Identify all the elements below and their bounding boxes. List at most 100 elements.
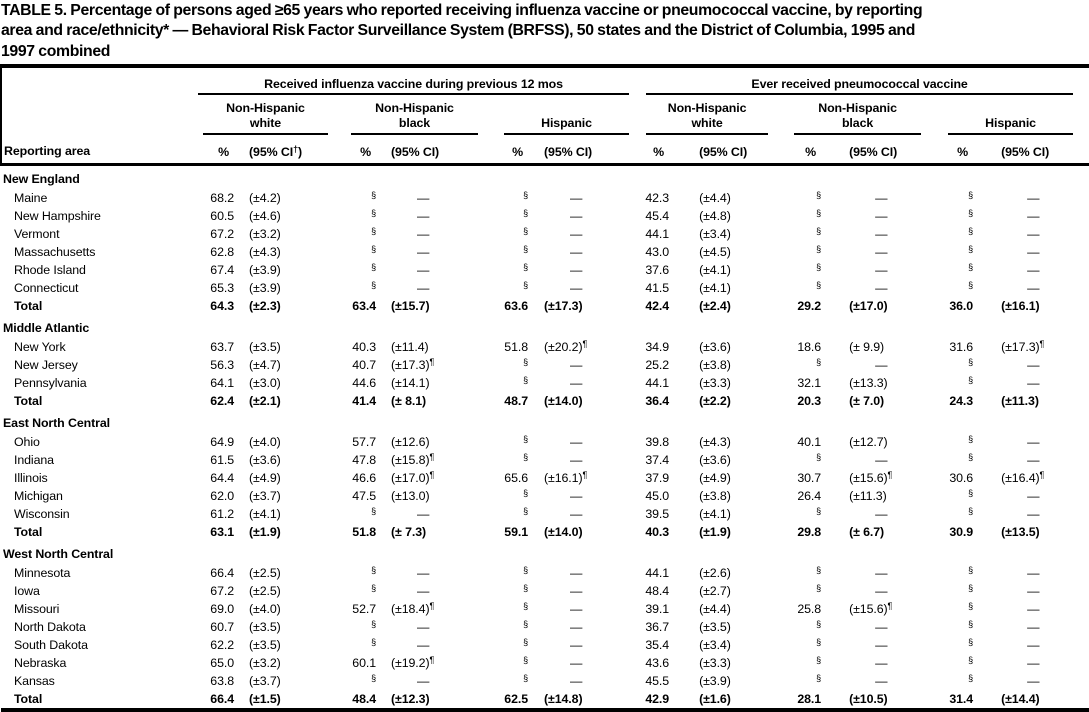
cell-pn_black_pct: § bbox=[776, 582, 823, 600]
pilcrow-footnote-mark: ¶ bbox=[429, 357, 435, 368]
cell-flu_black_ci: — bbox=[417, 584, 430, 599]
section-footnote-mark: § bbox=[968, 190, 974, 201]
section-footnote-mark: § bbox=[371, 583, 376, 594]
pilcrow-footnote-mark: ¶ bbox=[582, 470, 588, 481]
cell-pn_black_ci: — bbox=[875, 191, 888, 206]
col-header-pn-white-ci: (95% CI) bbox=[671, 135, 777, 167]
cell-flu_hisp_ci: — bbox=[570, 489, 583, 504]
cell-pn_hisp_ci: — bbox=[1027, 566, 1040, 581]
cell-flu_hisp_pct: § bbox=[481, 672, 530, 690]
section-footnote-mark: § bbox=[371, 190, 376, 201]
cell-pn_black_ci: (±17.0) bbox=[849, 299, 888, 314]
cell-pn_black_pct: 26.4 bbox=[797, 489, 822, 504]
cell-pn_black_ci: — bbox=[875, 656, 888, 671]
cell-pn_hisp_ci: — bbox=[1027, 209, 1040, 224]
cell-flu_black_ci: — bbox=[417, 263, 430, 278]
cell-pn_white_ci: (±3.4) bbox=[699, 638, 731, 653]
section-footnote-mark: § bbox=[968, 262, 974, 273]
cell-pn_hisp_pct: § bbox=[928, 225, 975, 243]
cell-flu_black_ci: — bbox=[417, 245, 430, 260]
cell-flu_hisp_ci: — bbox=[570, 584, 583, 599]
cell-pn_white_ci: (±1.6) bbox=[671, 690, 777, 712]
section-footnote-mark: § bbox=[816, 655, 822, 666]
cell-flu_black_ci: (±12.3) bbox=[378, 690, 481, 712]
reporting-area-header: Reporting area bbox=[0, 64, 191, 167]
table-row: Minnesota 66.4 (±2.5) § — § — 44.1 (±2.6) § — § — bbox=[1, 564, 1089, 582]
cell-flu_hisp_ci: — bbox=[570, 656, 583, 671]
cell-flu_hisp_pct: § bbox=[481, 654, 530, 672]
section-footnote-mark: § bbox=[968, 565, 974, 576]
cell-flu_black_ci: — bbox=[417, 638, 430, 653]
cell-flu_black_pct: 63.4 bbox=[352, 299, 376, 314]
cell-flu_black_ci: (±18.4)¶ bbox=[391, 601, 435, 617]
section-footnote-mark: § bbox=[523, 357, 528, 368]
section-footnote-mark: § bbox=[523, 226, 528, 237]
area-cell: New York bbox=[14, 340, 66, 355]
cell-pn_black_ci: — bbox=[875, 620, 888, 635]
section-footnote-mark: § bbox=[371, 262, 376, 273]
cell-pn_hisp_ci: (±11.3) bbox=[1001, 394, 1039, 409]
cell-flu_white_ci: (±3.2) bbox=[249, 227, 281, 242]
cell-flu_black_ci: — bbox=[417, 507, 430, 522]
section-footnote-mark: § bbox=[523, 262, 528, 273]
cell-pn_hisp_pct: § bbox=[928, 672, 975, 690]
region-header-row: Middle Atlantic bbox=[1, 315, 1089, 338]
total-row: Total 64.3 (±2.3) 63.4 (±15.7) 63.6 (±17.3) 42.… bbox=[1, 297, 1089, 315]
table-title: TABLE 5. Percentage of persons aged ≥65 … bbox=[0, 0, 1089, 64]
section-footnote-mark: § bbox=[523, 637, 528, 648]
col-header-pn-black-pct: % bbox=[776, 135, 824, 167]
cell-flu_black_ci: — bbox=[417, 281, 430, 296]
area-cell: Total bbox=[1, 690, 191, 712]
col-header-pn-black-ci: (95% CI) bbox=[823, 135, 929, 167]
cell-flu_black_pct: § bbox=[331, 618, 378, 636]
cell-pn_black_ci: (± 7.0) bbox=[849, 394, 885, 409]
cell-pn_white_ci: (±4.8) bbox=[699, 209, 731, 224]
table-title-line-2: area and race/ethnicity* — Behavioral Ri… bbox=[1, 22, 916, 40]
cell-pn_hisp_pct: 36.0 bbox=[949, 299, 974, 314]
section-footnote-mark: § bbox=[816, 244, 822, 255]
table-row: Iowa 67.2 (±2.5) § — § — 48.4 (±2.7) § — § — bbox=[1, 582, 1089, 600]
cell-flu_white_ci: (±2.3) bbox=[249, 299, 281, 314]
cell-pn_black_pct: § bbox=[776, 261, 823, 279]
region-name: Middle Atlantic bbox=[3, 321, 90, 336]
cell-pn_hisp_ci: — bbox=[1027, 507, 1040, 522]
cell-flu_hisp_ci: (±14.8) bbox=[530, 690, 642, 712]
table-row: Ohio 64.9 (±4.0) 57.7 (±12.6) § — 39.8 (±4.3) 40.… bbox=[1, 433, 1089, 451]
cell-pn_white_pct: 45.4 bbox=[645, 209, 670, 224]
cell-pn_hisp_pct: § bbox=[928, 279, 975, 297]
cell-flu_hisp_pct: § bbox=[481, 618, 530, 636]
cell-pn_black_pct: 40.1 bbox=[797, 435, 822, 450]
cell-pn_white_pct: 43.6 bbox=[645, 656, 670, 671]
cell-flu_hisp_ci: — bbox=[570, 507, 583, 522]
section-footnote-mark: § bbox=[968, 655, 974, 666]
cell-flu_white_pct: 67.2 bbox=[210, 227, 234, 242]
cell-pn_hisp_ci: — bbox=[1027, 435, 1040, 450]
cell-flu_hisp_ci: — bbox=[570, 620, 583, 635]
subgroup-header-pn-nh-white: Non-Hispanic white bbox=[641, 95, 776, 136]
cell-pn_black_pct: § bbox=[776, 207, 823, 225]
cell-flu_hisp_pct: § bbox=[481, 600, 530, 618]
cell-flu_black_ci: — bbox=[417, 227, 430, 242]
cell-pn_black_ci: — bbox=[875, 566, 888, 581]
section-footnote-mark: § bbox=[523, 375, 528, 386]
cell-flu_black_ci: — bbox=[417, 566, 430, 581]
cell-pn_white_ci: (±4.1) bbox=[699, 507, 731, 522]
cell-flu_black_ci: — bbox=[417, 620, 430, 635]
section-footnote-mark: § bbox=[816, 583, 822, 594]
section-footnote-mark: § bbox=[816, 262, 822, 273]
cell-flu_hisp_ci: (±16.1)¶ bbox=[544, 470, 588, 486]
cell-pn_hisp_ci: — bbox=[1027, 602, 1040, 617]
cell-flu_white_ci: (±4.0) bbox=[249, 602, 281, 617]
cell-pn_white_pct: 40.3 bbox=[645, 525, 670, 540]
cell-flu_hisp_pct: § bbox=[481, 487, 530, 505]
section-footnote-mark: § bbox=[968, 601, 974, 612]
table-row: South Dakota 62.2 (±3.5) § — § — 35.4 (±3.4) § — § — bbox=[1, 636, 1089, 654]
col-header-pn-hisp-pct: % bbox=[928, 135, 976, 167]
cell-flu_hisp_pct: 65.6 bbox=[504, 471, 528, 486]
col-header-flu-hisp-ci: (95% CI) bbox=[530, 135, 642, 167]
section-footnote-mark: § bbox=[371, 619, 376, 630]
cell-pn_hisp_ci: — bbox=[1027, 674, 1040, 689]
cell-flu_white_ci: (±4.7) bbox=[249, 358, 281, 373]
table-row: Wisconsin 61.2 (±4.1) § — § — 39.5 (±4.1) § — § — bbox=[1, 505, 1089, 523]
cell-flu_hisp_pct: § bbox=[481, 279, 530, 297]
